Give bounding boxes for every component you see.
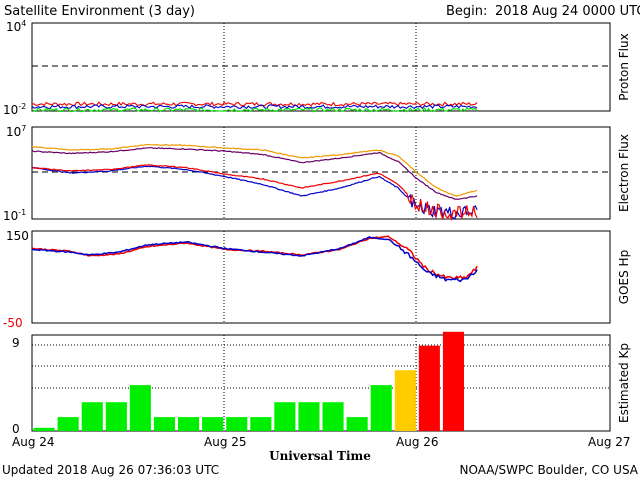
electron-series-1 — [31, 143, 478, 197]
electron-ytick-bottom: 10-1 — [3, 208, 26, 223]
kp-bars — [33, 331, 464, 431]
kp-ytick-top: 9 — [12, 336, 20, 350]
updated-timestamp: Updated 2018 Aug 26 07:36:03 UTC — [2, 463, 219, 477]
xtick-aug24: Aug 24 — [12, 435, 55, 449]
kp-grid-lines — [32, 344, 610, 389]
hp-ytick-bottom: -50 — [3, 316, 23, 330]
kp-bar — [57, 417, 79, 431]
kp-bar — [153, 417, 175, 431]
hp-panel-frame — [31, 230, 611, 324]
x-axis-title: Universal Time — [269, 449, 371, 463]
goes-hp-series — [31, 235, 478, 283]
electron-series-3 — [31, 165, 478, 221]
xtick-aug25: Aug 25 — [204, 435, 247, 449]
day-grid-lines — [223, 23, 417, 431]
xtick-aug26: Aug 26 — [396, 435, 439, 449]
kp-ylabel: Estimated Kp — [617, 343, 631, 423]
proton-series-3 — [31, 107, 478, 113]
proton-ytick-top: 104 — [6, 19, 26, 34]
electron-panel-frame — [31, 126, 611, 220]
kp-bar — [370, 385, 392, 431]
kp-bar — [81, 402, 103, 431]
electron-ytick-top: 107 — [6, 124, 26, 139]
kp-bar — [394, 370, 416, 431]
xtick-aug27: Aug 27 — [588, 435, 631, 449]
kp-bar — [298, 402, 320, 431]
kp-bar — [250, 417, 272, 431]
begin-value: 2018 Aug 24 0000 UTC — [495, 4, 640, 19]
electron-series-4 — [31, 163, 478, 222]
kp-bar — [274, 402, 296, 431]
kp-bar — [178, 417, 200, 431]
credit-text: NOAA/SWPC Boulder, CO USA — [460, 463, 639, 477]
kp-bar — [442, 331, 464, 431]
kp-bar — [33, 427, 55, 431]
kp-ytick-bottom: 0 — [12, 422, 20, 436]
proton-ylabel: Proton Flux — [617, 33, 631, 100]
electron-series-2 — [31, 147, 478, 200]
kp-bar — [129, 385, 151, 431]
kp-bar — [226, 417, 248, 431]
kp-bar — [202, 417, 224, 431]
kp-bar — [346, 417, 368, 431]
kp-bar — [418, 345, 440, 431]
electron-ylabel: Electron Flux — [617, 134, 631, 212]
kp-bar — [322, 402, 344, 431]
proton-series-1 — [31, 101, 478, 107]
hp-series-2 — [31, 236, 478, 283]
kp-bar — [105, 402, 127, 431]
kp-panel-frame — [31, 334, 611, 432]
electron-flux-series — [31, 143, 478, 222]
proton-series-2 — [31, 104, 478, 110]
chart-title: Satellite Environment (3 day) — [4, 4, 195, 19]
proton-ytick-bottom: 10-2 — [3, 102, 26, 117]
hp-ytick-top: 150 — [6, 229, 29, 243]
proton-panel-frame — [31, 22, 611, 112]
proton-flux-series — [31, 101, 478, 113]
begin-label: Begin: — [446, 4, 487, 19]
hp-ylabel: GOES Hp — [617, 250, 631, 304]
